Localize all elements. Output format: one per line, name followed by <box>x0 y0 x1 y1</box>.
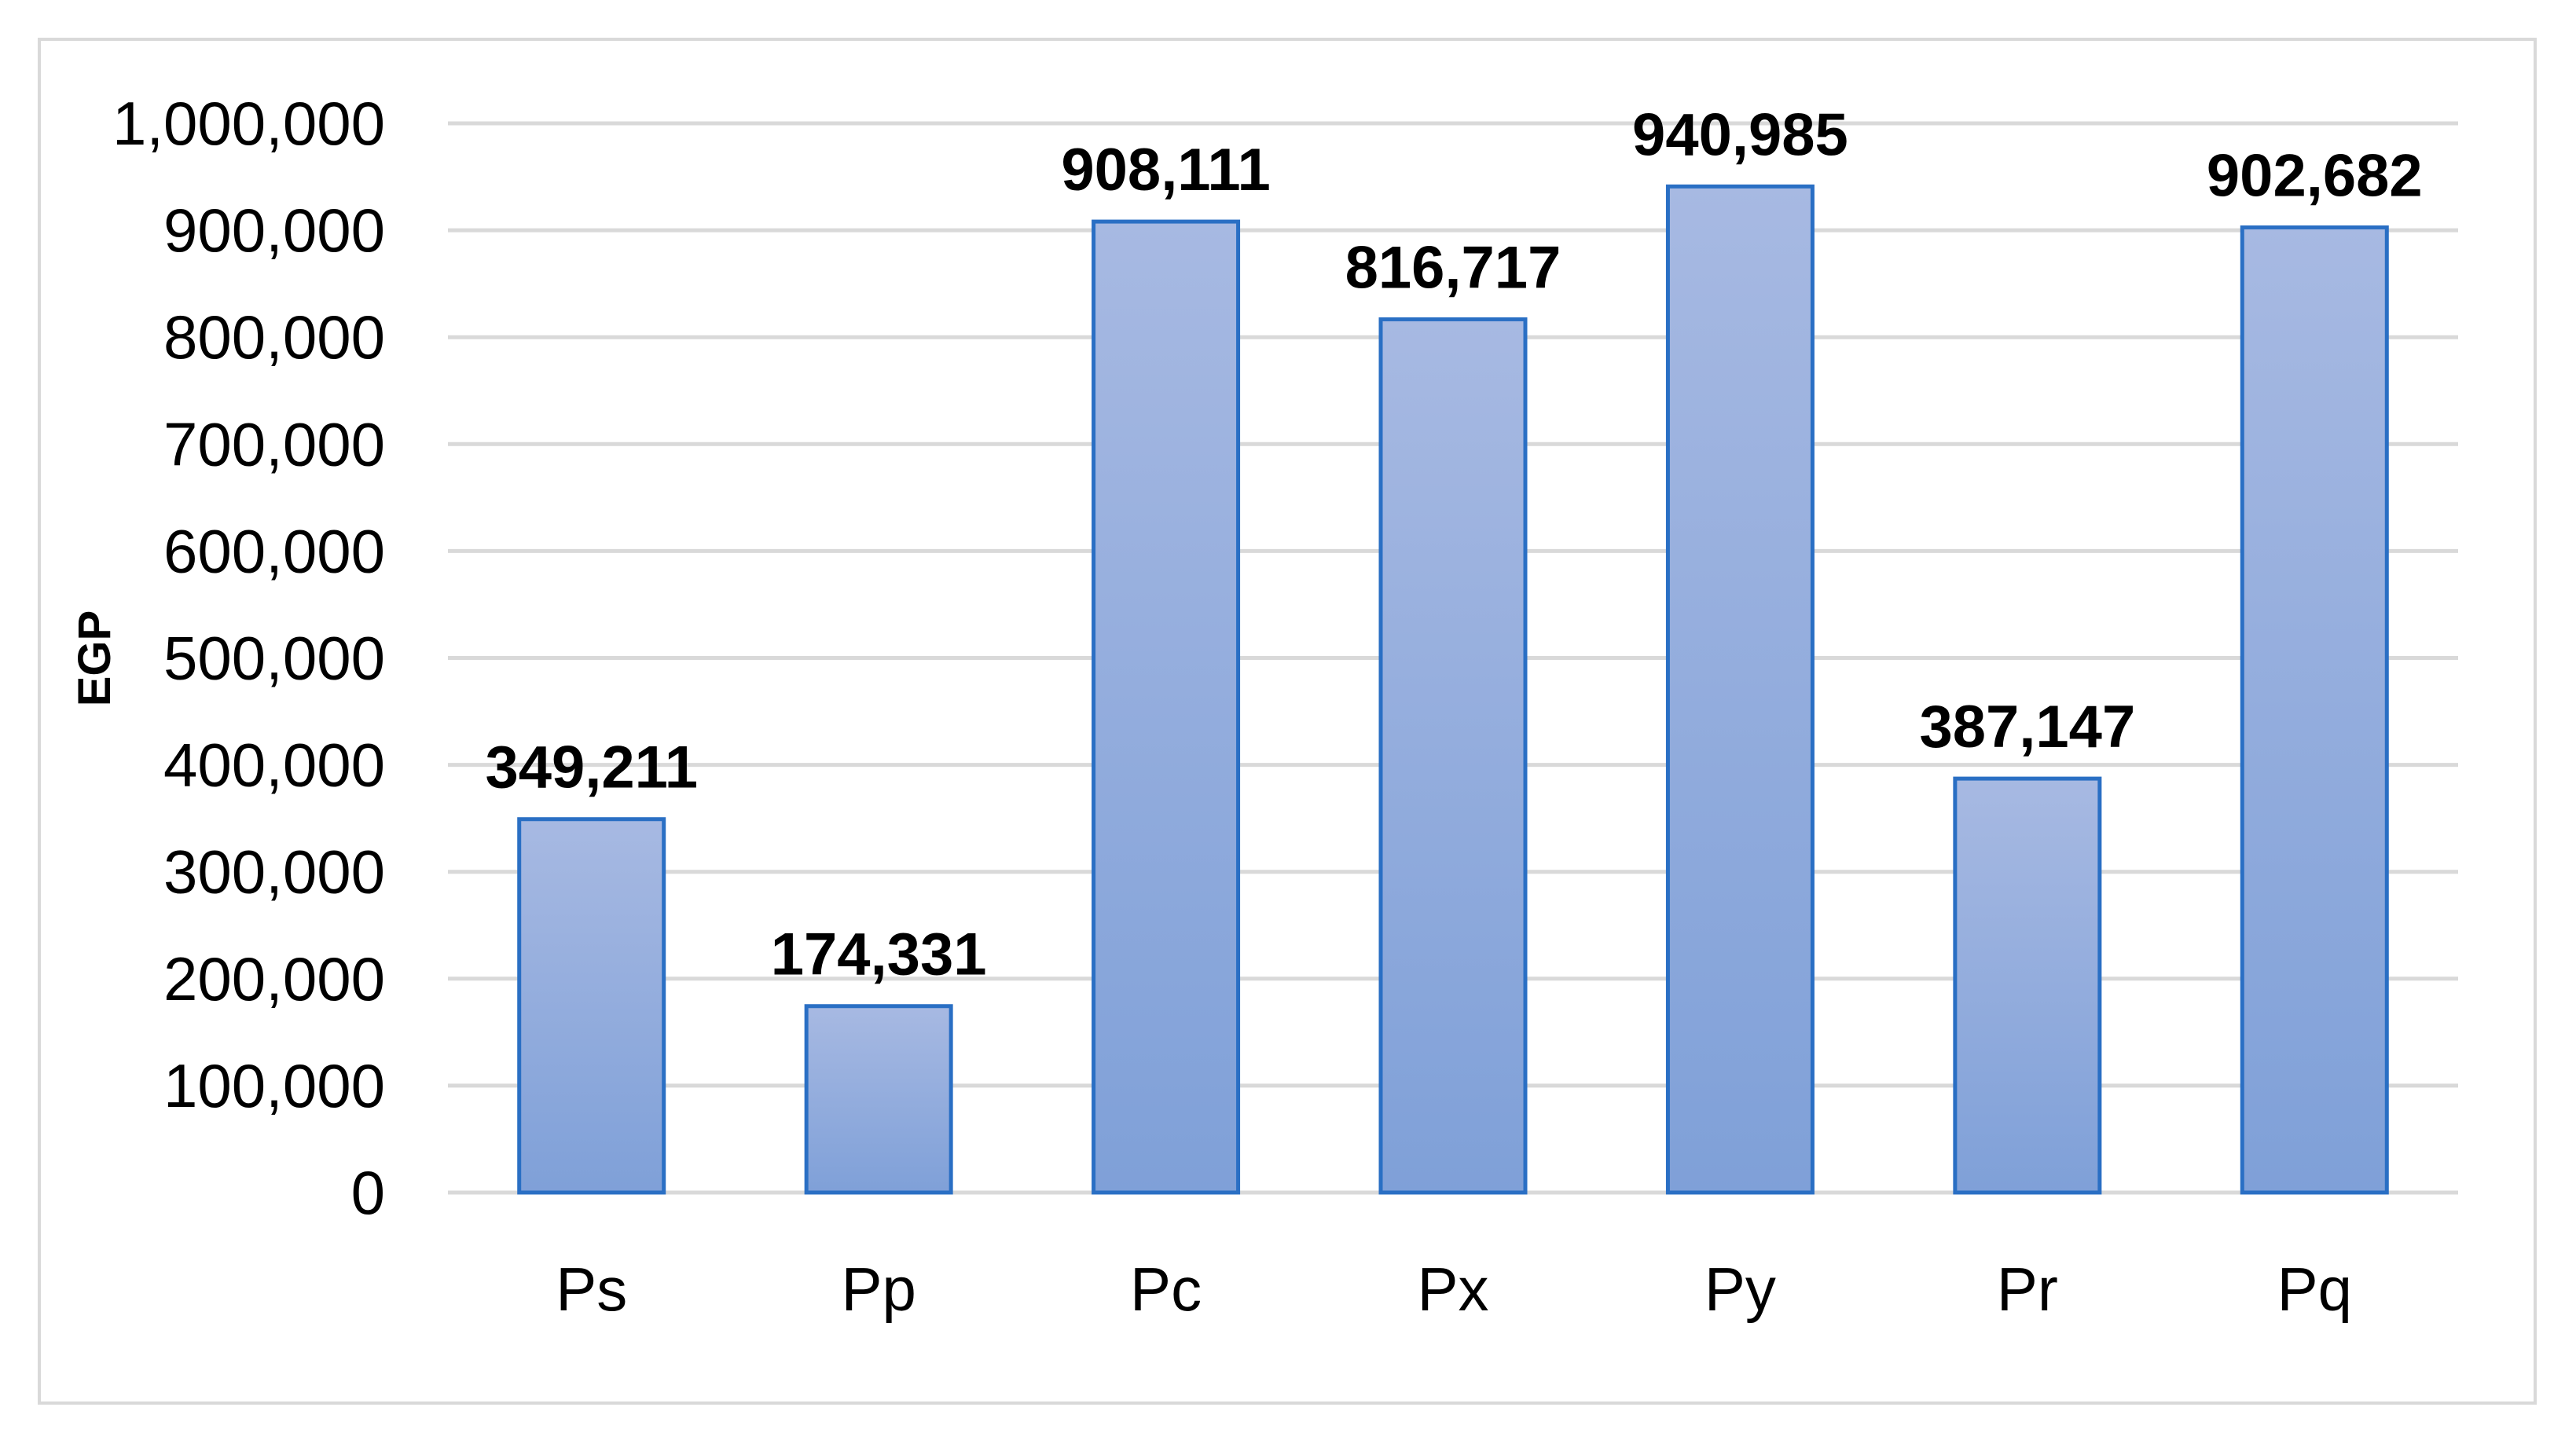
y-tick-label: 900,000 <box>163 196 385 265</box>
data-label-pq: 902,682 <box>2207 142 2423 209</box>
x-category-label: Py <box>1704 1255 1776 1324</box>
y-tick-label: 1,000,000 <box>112 89 385 158</box>
bar-pr <box>1953 776 2102 1195</box>
chart-frame <box>38 38 2537 1405</box>
x-category-label: Pp <box>841 1255 916 1324</box>
data-label-ps: 349,211 <box>485 735 698 801</box>
y-tick-label: 300,000 <box>163 837 385 907</box>
x-category-label: Pq <box>2277 1255 2352 1324</box>
y-tick-label: 600,000 <box>163 516 385 585</box>
y-tick-label: 0 <box>351 1158 385 1227</box>
bar-pq <box>2240 225 2389 1195</box>
y-tick-label: 500,000 <box>163 624 385 693</box>
bar-py <box>1665 184 1815 1195</box>
data-label-pc: 908,111 <box>1061 137 1270 203</box>
data-label-pr: 387,147 <box>1919 694 2135 760</box>
x-category-label: Pr <box>1997 1255 2058 1324</box>
x-category-label: Pc <box>1130 1255 1202 1324</box>
bar-px <box>1378 317 1528 1195</box>
y-tick-label: 800,000 <box>163 302 385 372</box>
data-label-py: 940,985 <box>1632 101 1848 168</box>
y-tick-label: 700,000 <box>163 409 385 478</box>
x-category-label: Ps <box>556 1255 627 1324</box>
bar-ps <box>517 817 666 1195</box>
bar-pp <box>804 1004 953 1195</box>
data-label-pp: 174,331 <box>771 922 987 988</box>
y-tick-label: 100,000 <box>163 1051 385 1120</box>
x-axis-categories: Ps Pp Pc Px Py Pr Pq <box>556 1255 2352 1324</box>
y-axis-title: EGP <box>69 610 120 707</box>
bars <box>517 184 2389 1195</box>
bar-pc <box>1092 219 1241 1195</box>
x-category-label: Px <box>1417 1255 1488 1324</box>
y-axis-ticks: 0 100,000 200,000 300,000 400,000 500,000 600,… <box>112 89 385 1227</box>
y-tick-label: 400,000 <box>163 731 385 800</box>
y-tick-label: 200,000 <box>163 944 385 1013</box>
data-labels: 349,211 174,331 908,111 816,717 940,985 387,1… <box>485 101 2422 987</box>
data-label-px: 816,717 <box>1345 234 1561 301</box>
